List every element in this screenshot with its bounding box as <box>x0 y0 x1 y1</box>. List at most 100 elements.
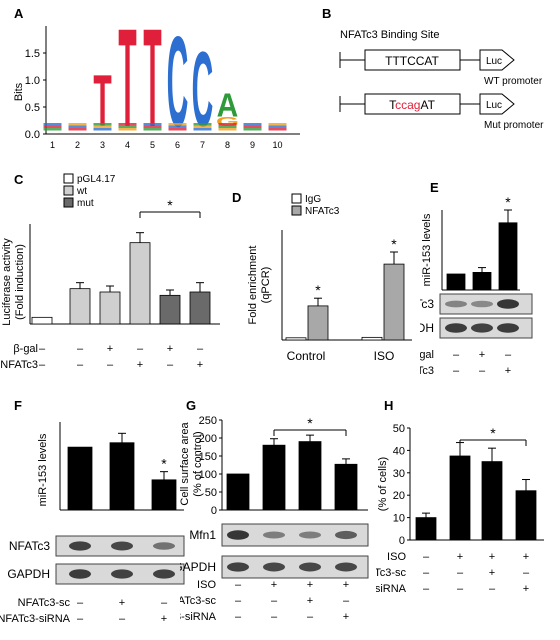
chart-h-mitochondria: 01020304050Fragmentedmitochondria(% of c… <box>376 423 544 595</box>
chart-f-blot-label: GAPDH <box>7 567 50 581</box>
chart-e-band <box>471 323 493 333</box>
chart-e-row-sign: – <box>453 365 460 377</box>
wt-promoter-label: WT promoter <box>484 76 543 87</box>
logo-position-label: 10 <box>272 140 282 150</box>
chart-e-band <box>497 299 519 309</box>
chart-c-row-sign: + <box>107 343 113 355</box>
logo-position-label: 1 <box>50 140 55 150</box>
panel-label-g: G <box>186 398 197 413</box>
chart-g-band <box>299 562 321 572</box>
panel-label-c: C <box>14 172 24 187</box>
chart-g-ytick: 150 <box>199 451 217 463</box>
chart-f-row-sign: – <box>77 613 84 625</box>
logo-position-label: 7 <box>200 140 205 150</box>
chart-e-bar <box>446 273 466 291</box>
chart-f-row-sign: – <box>119 613 126 625</box>
chart-g-band <box>299 531 321 539</box>
chart-g-ytick: 100 <box>199 469 217 481</box>
chart-g-band <box>227 530 249 540</box>
chart-c-row-sign: – <box>77 359 84 371</box>
chart-e-row-sign: – <box>479 365 486 377</box>
logo-ytick: 1.5 <box>25 48 40 60</box>
chart-h-row-label: NFATc3-siRNA <box>376 583 407 595</box>
chart-d-legend-label: IgG <box>305 194 321 205</box>
chart-h-bar <box>449 455 471 541</box>
binding-site-title: NFATc3 Binding Site <box>340 29 439 41</box>
sequence-logo: Bits 0.00.51.01.5 1 2 3 4 5 6 7 8 9 10 GAT CCT T <box>13 0 300 156</box>
chart-f-ylabel: miR-153 levels <box>37 433 49 506</box>
chart-h-ytick: 10 <box>393 513 405 525</box>
chart-c-legend-label: mut <box>77 198 94 209</box>
chart-c-row-sign: – <box>197 343 204 355</box>
logo-letter-c: C <box>167 9 189 154</box>
chart-f-bar <box>151 479 177 511</box>
chart-g-row-sign: + <box>343 579 349 591</box>
chart-h-row-sign: – <box>457 567 464 579</box>
chart-c-row-label: β-gal <box>13 343 38 355</box>
chart-d-ylabel: Fold enrichment <box>247 246 259 325</box>
panel-label-f: F <box>14 398 22 413</box>
wt-sequence: TTTCCAT <box>385 54 439 68</box>
logo-ytick: 0.5 <box>25 102 40 114</box>
panel-label-d: D <box>232 190 242 205</box>
chart-g-blot-strip <box>221 523 369 547</box>
chart-c-bar <box>129 242 151 325</box>
chart-g-row-sign: – <box>235 611 242 623</box>
chart-h-ylabel: (% of cells) <box>377 457 389 511</box>
mut-luc-arrow <box>479 93 515 115</box>
chart-e-mir153: miR-153 levels * NFATc3 GAPDH β-gal – + – NFATc3… <box>420 194 533 377</box>
logo-position-label: 6 <box>175 140 180 150</box>
chart-c-sig-star: * <box>167 197 173 213</box>
chart-d-bar <box>285 337 307 341</box>
panel-label-e: E <box>430 180 439 195</box>
chart-g-blot-strip <box>221 555 369 579</box>
chart-g-ytick: 200 <box>199 433 217 445</box>
chart-e-row-sign: + <box>505 365 511 377</box>
chart-f-band <box>111 569 133 579</box>
chart-g-row-sign: + <box>271 579 277 591</box>
chart-f-band <box>69 569 91 579</box>
chart-h-row-sign: + <box>489 567 495 579</box>
chart-c-bar <box>31 316 53 325</box>
chart-g-band <box>263 562 285 572</box>
chart-e-band <box>445 300 467 308</box>
wt-luc-arrow <box>479 49 515 71</box>
panel-label-a: A <box>14 6 24 21</box>
chart-d-category: Control <box>287 349 326 363</box>
chart-f-band <box>69 541 91 551</box>
chart-c-row-sign: + <box>197 359 203 371</box>
chart-h-row-sign: – <box>523 567 530 579</box>
chart-g-band <box>227 562 249 572</box>
chart-g-row-sign: + <box>343 611 349 623</box>
chart-f-sig-star: * <box>161 456 167 472</box>
chart-c-row-sign: – <box>107 359 114 371</box>
chart-e-band <box>471 300 493 308</box>
chart-c-bar <box>189 291 211 325</box>
chart-g-row-sign: + <box>307 595 313 607</box>
chart-d-legend-swatch <box>291 193 302 204</box>
panel-label-b: B <box>322 6 332 21</box>
chart-f-row-sign: – <box>77 597 84 609</box>
logo-ylabel: Bits <box>13 82 25 101</box>
chart-d-sig-star: * <box>315 282 321 298</box>
logo-letter-a: A <box>217 86 239 124</box>
chart-h-ytick: 40 <box>393 445 405 457</box>
chart-g-blot-label: GAPDH <box>180 560 216 574</box>
mut-sequence: TccagAT <box>389 98 435 112</box>
chart-c-row-sign: – <box>39 343 46 355</box>
chart-f-row-sign: + <box>161 613 167 625</box>
chart-f-row-label: NFATc3-sc <box>18 597 71 609</box>
chart-d-category: ISO <box>374 349 395 363</box>
chart-e-sig-star: * <box>505 194 511 210</box>
chart-c-bar <box>99 291 121 325</box>
logo-letter-t: T <box>118 0 136 156</box>
chart-f-row-sign: + <box>119 597 125 609</box>
chart-c-legend-label: pGL4.17 <box>77 174 116 185</box>
chart-g-ylabel: Cell surface area <box>180 422 191 506</box>
chart-g-band <box>263 531 285 539</box>
chart-c-row-sign: – <box>77 343 84 355</box>
mut-promoter-label: Mut promoter <box>484 120 544 131</box>
chart-g-row-sign: – <box>307 611 314 623</box>
chart-c-legend-swatch <box>63 173 74 184</box>
